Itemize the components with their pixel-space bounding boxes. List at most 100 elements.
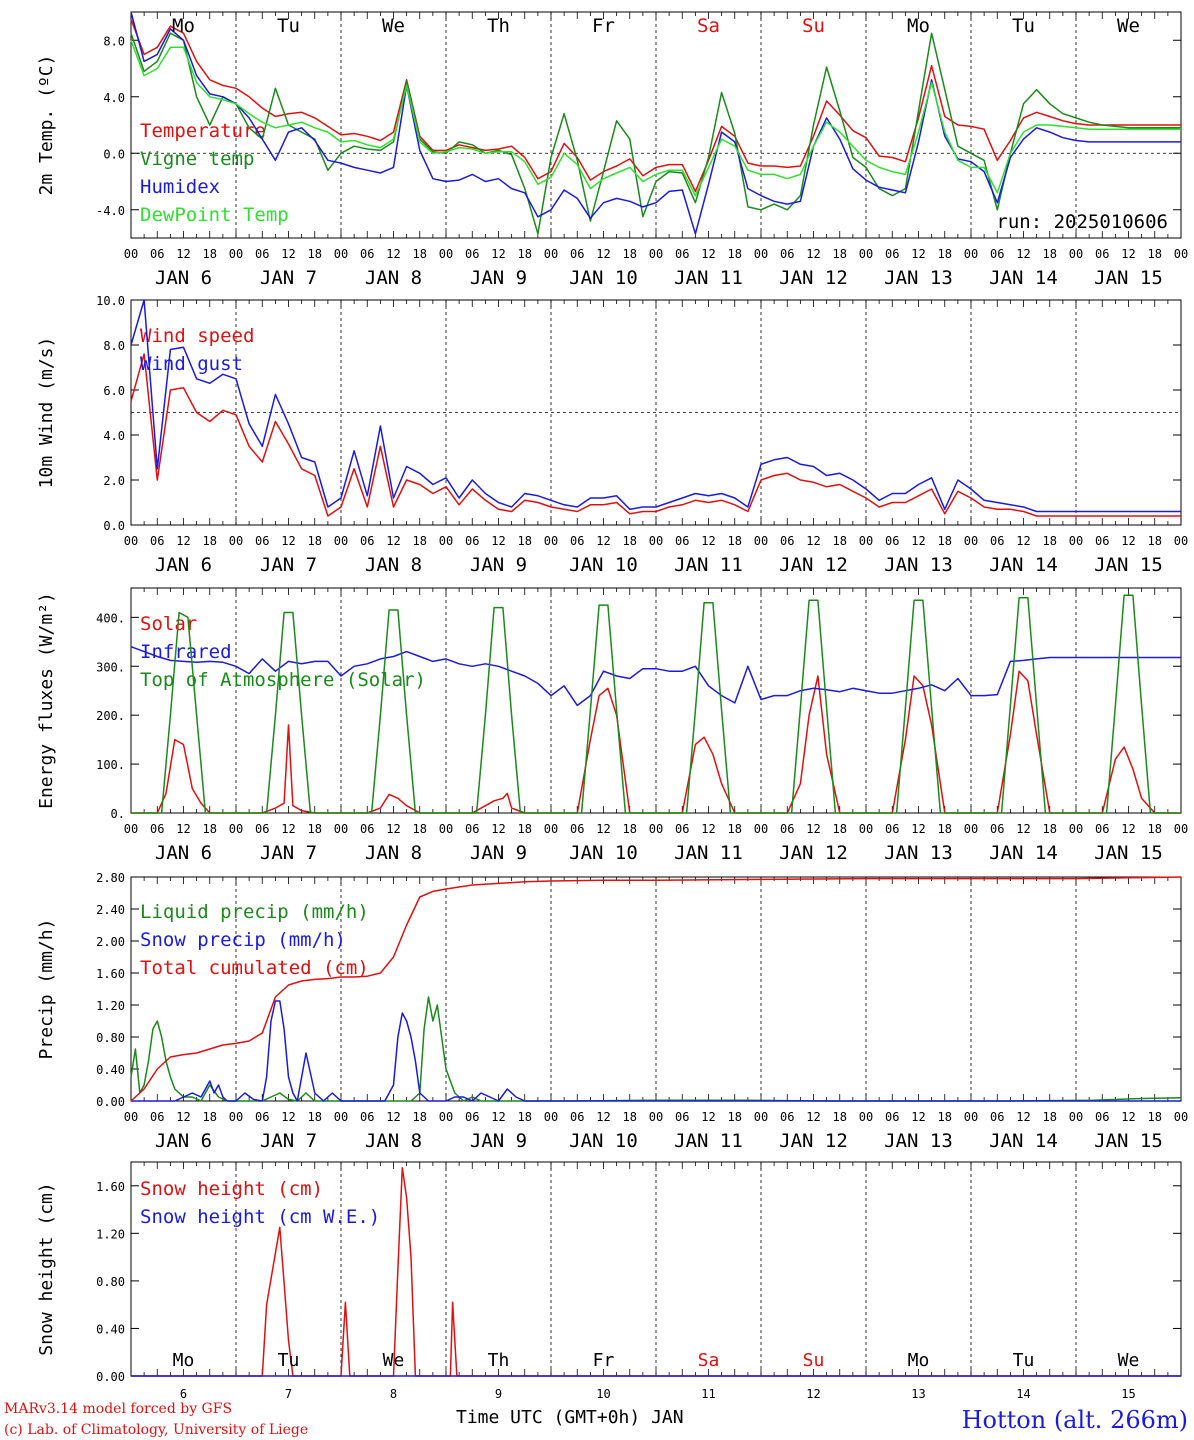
- hour-tick-label: 12: [596, 822, 610, 836]
- hour-tick-label: 06: [360, 822, 374, 836]
- y-tick-label: 4.0: [103, 429, 125, 443]
- hour-tick-label: 06: [780, 534, 794, 548]
- legend-entry: Temperature: [140, 120, 266, 142]
- day-name: We: [1117, 15, 1140, 37]
- hour-tick-label: 00: [1069, 1110, 1083, 1124]
- hour-tick-label: 12: [1121, 1110, 1135, 1124]
- date-label: JAN 14: [989, 842, 1058, 864]
- hour-tick-label: 06: [360, 534, 374, 548]
- y-tick-label: 2.40: [96, 903, 125, 917]
- hour-tick-label: 18: [938, 1110, 952, 1124]
- hour-tick-label: 06: [465, 822, 479, 836]
- date-label: JAN 11: [674, 267, 743, 289]
- hour-tick-label: 12: [701, 247, 715, 261]
- legend-entry: Vigne temp: [140, 148, 254, 170]
- hour-tick-label: 06: [570, 247, 584, 261]
- y-tick-label: 0.: [111, 807, 125, 821]
- series-line-infrared: [130, 645, 1181, 707]
- hour-tick-label: 00: [1174, 247, 1188, 261]
- day-name: Tu: [1012, 15, 1035, 37]
- date-label: JAN 7: [260, 554, 317, 576]
- hour-tick-label: 18: [518, 1110, 532, 1124]
- y-axis-label: Energy fluxes (W/m²): [36, 592, 57, 809]
- hour-tick-label: 18: [728, 1110, 742, 1124]
- hour-tick-label: 18: [1043, 822, 1057, 836]
- day-name: Su: [802, 15, 825, 37]
- y-tick-label: -4.0: [96, 204, 125, 218]
- date-label: JAN 10: [569, 267, 638, 289]
- date-label: JAN 15: [1094, 554, 1163, 576]
- day-number: 9: [495, 1387, 502, 1401]
- hour-tick-label: 12: [911, 822, 925, 836]
- hour-tick-label: 18: [308, 247, 322, 261]
- y-tick-label: 2.00: [96, 935, 125, 949]
- hour-tick-label: 00: [859, 247, 873, 261]
- hour-tick-label: 18: [833, 1110, 847, 1124]
- hour-tick-label: 18: [623, 1110, 637, 1124]
- hour-tick-label: 06: [780, 822, 794, 836]
- date-label: JAN 11: [674, 842, 743, 864]
- date-label: JAN 15: [1094, 267, 1163, 289]
- hour-tick-label: 00: [124, 1110, 138, 1124]
- hour-tick-label: 12: [1121, 534, 1135, 548]
- y-tick-label: 0.00: [96, 1370, 125, 1384]
- footer-model-credit: MARv3.14 model forced by GFS: [4, 1401, 232, 1417]
- y-tick-label: 6.0: [103, 384, 125, 398]
- hour-tick-label: 00: [964, 534, 978, 548]
- hour-tick-label: 18: [413, 247, 427, 261]
- hour-tick-label: 12: [1121, 247, 1135, 261]
- hour-tick-label: 06: [1095, 822, 1109, 836]
- y-tick-label: 8.0: [103, 34, 125, 48]
- hour-tick-label: 00: [649, 534, 663, 548]
- hour-tick-label: 00: [1069, 247, 1083, 261]
- hour-tick-label: 06: [255, 822, 269, 836]
- date-label: JAN 14: [989, 1130, 1058, 1152]
- hour-tick-label: 06: [885, 534, 899, 548]
- hour-tick-label: 06: [255, 534, 269, 548]
- y-axis-label: Snow height (cm): [36, 1182, 57, 1355]
- hour-tick-label: 00: [1069, 534, 1083, 548]
- series-line-temperature: [130, 18, 1181, 193]
- hour-tick-label: 18: [1148, 822, 1162, 836]
- day-number: 12: [806, 1387, 820, 1401]
- hour-tick-label: 06: [675, 247, 689, 261]
- hour-tick-label: 18: [833, 534, 847, 548]
- hour-tick-label: 12: [806, 247, 820, 261]
- date-label: JAN 11: [674, 1130, 743, 1152]
- hour-tick-label: 06: [780, 1110, 794, 1124]
- hour-tick-label: 00: [754, 247, 768, 261]
- series-line-wind-speed: [130, 353, 1181, 517]
- hour-tick-label: 00: [649, 247, 663, 261]
- y-tick-label: 8.0: [103, 339, 125, 353]
- legend-entry: Snow height (cm W.E.): [140, 1206, 380, 1228]
- day-name: Fr: [592, 15, 615, 37]
- date-label: JAN 9: [470, 1130, 527, 1152]
- hour-tick-label: 00: [334, 822, 348, 836]
- hour-tick-label: 12: [806, 822, 820, 836]
- y-axis-label: Precip (mm/h): [36, 919, 57, 1060]
- y-tick-label: 2.80: [96, 871, 125, 885]
- hour-tick-label: 06: [885, 247, 899, 261]
- hour-tick-label: 12: [491, 822, 505, 836]
- hour-tick-label: 00: [859, 822, 873, 836]
- hour-tick-label: 18: [203, 247, 217, 261]
- hour-tick-label: 06: [150, 822, 164, 836]
- hour-tick-label: 18: [728, 534, 742, 548]
- y-tick-label: 0.80: [96, 1275, 125, 1289]
- hour-tick-label: 12: [386, 822, 400, 836]
- day-name: Sa: [698, 1350, 720, 1371]
- hour-tick-label: 06: [1095, 534, 1109, 548]
- day-number: 6: [180, 1387, 187, 1401]
- station-name: Hotton (alt. 266m): [962, 1406, 1188, 1434]
- hour-tick-label: 18: [203, 822, 217, 836]
- hour-tick-label: 00: [439, 1110, 453, 1124]
- date-label: JAN 12: [779, 1130, 848, 1152]
- hour-tick-label: 18: [833, 822, 847, 836]
- hour-tick-label: 06: [1095, 1110, 1109, 1124]
- hour-tick-label: 18: [623, 534, 637, 548]
- y-axis-label: 2m Temp. (ºC): [36, 55, 57, 196]
- y-tick-label: 0.00: [96, 1095, 125, 1109]
- hour-tick-label: 06: [255, 1110, 269, 1124]
- date-label: JAN 15: [1094, 842, 1163, 864]
